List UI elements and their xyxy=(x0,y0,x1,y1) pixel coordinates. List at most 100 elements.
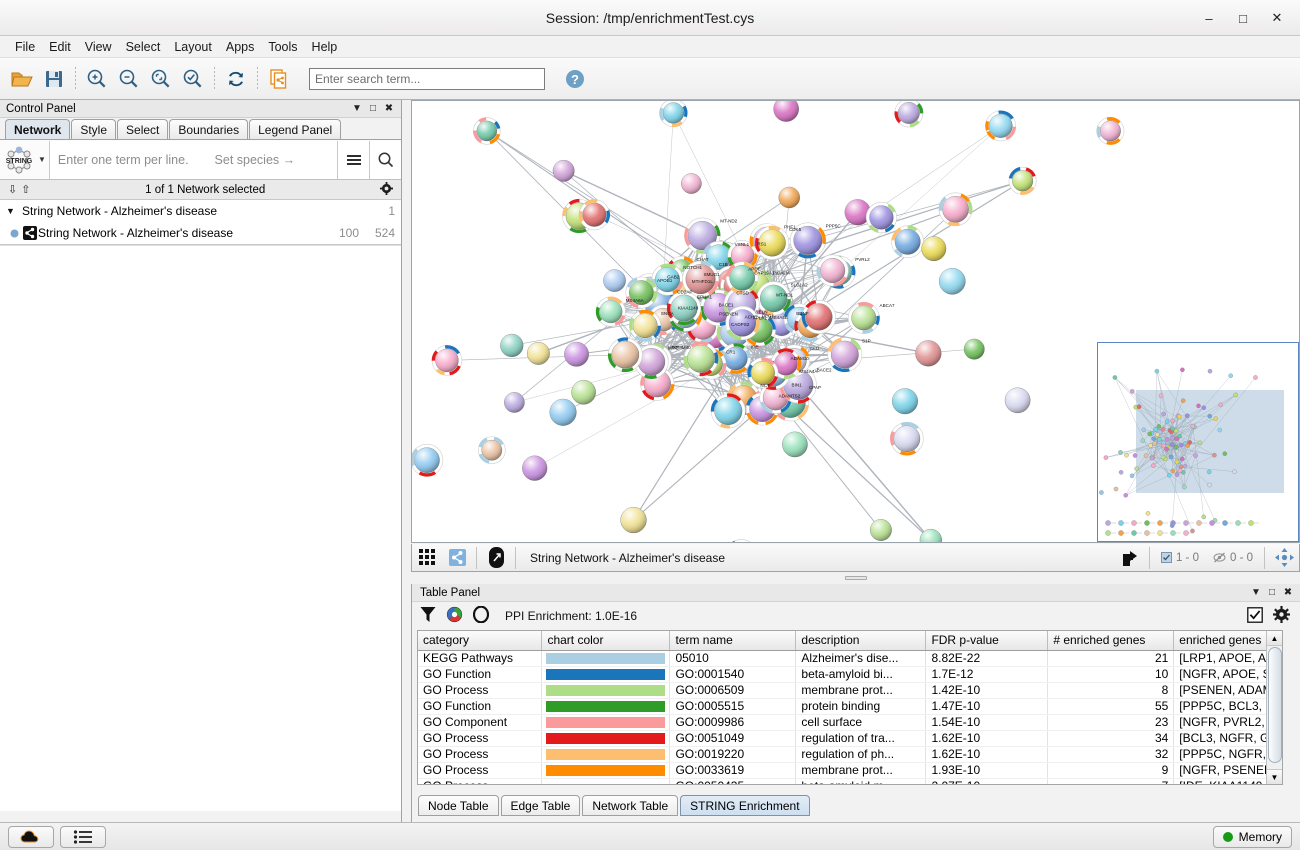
hamburger-icon[interactable] xyxy=(337,140,369,179)
close-button[interactable]: ✕ xyxy=(1271,10,1283,25)
string-logo-icon[interactable]: STRING xyxy=(0,142,38,178)
column-header-fdr-pvalue[interactable]: FDR p-value xyxy=(925,631,1049,651)
close-panel-icon[interactable]: ✖ xyxy=(384,103,394,114)
column-header-category[interactable]: category xyxy=(418,631,543,651)
tab-select[interactable]: Select xyxy=(117,119,169,139)
chart-colors-icon[interactable] xyxy=(446,606,463,626)
zoom-in-icon[interactable] xyxy=(81,63,113,95)
table-row[interactable]: GO Process GO:0051049 regulation of tra...… xyxy=(418,730,1282,747)
set-species-link[interactable]: Set species → xyxy=(214,152,296,167)
table-row[interactable]: GO Function GO:0001540 beta-amyloid bi... 1… xyxy=(418,666,1282,683)
column-header-description[interactable]: description xyxy=(795,631,927,651)
table-row[interactable]: GO Process GO:0006509 membrane prot... 1.42… xyxy=(418,682,1282,699)
scrollbar-thumb[interactable] xyxy=(1268,647,1282,763)
share-export-icon[interactable] xyxy=(1115,545,1145,571)
menu-apps[interactable]: Apps xyxy=(225,39,255,54)
open-folder-icon[interactable] xyxy=(6,63,38,95)
menu-edit[interactable]: Edit xyxy=(49,39,71,54)
search-icon[interactable] xyxy=(369,140,401,179)
string-dropdown-caret-icon[interactable]: ▼ xyxy=(38,155,46,164)
minimize-button[interactable]: – xyxy=(1205,10,1213,26)
float-panel-icon[interactable]: □ xyxy=(1268,587,1276,598)
memory-label: Memory xyxy=(1238,829,1282,844)
network-item-label: String Network - Alzheimer's disease xyxy=(38,226,234,240)
tab-edge-table[interactable]: Edge Table xyxy=(500,795,581,816)
export-network-icon[interactable] xyxy=(263,63,295,95)
task-list-icon[interactable] xyxy=(60,825,106,848)
gear-icon[interactable] xyxy=(378,181,395,198)
gear-icon[interactable] xyxy=(1273,606,1290,626)
scroll-up-icon[interactable]: ▲ xyxy=(1267,631,1282,646)
chevron-down-icon[interactable]: ▼ xyxy=(1251,587,1261,598)
column-header-enriched-genes[interactable]: enriched genes xyxy=(1173,631,1282,651)
filter-icon[interactable] xyxy=(420,606,436,626)
birds-eye-view[interactable] xyxy=(1097,342,1299,542)
chevron-down-icon[interactable]: ▼ xyxy=(352,103,362,114)
horizontal-splitter[interactable] xyxy=(411,572,1300,584)
zoom-fit-icon[interactable] xyxy=(145,63,177,95)
svg-text:S1P: S1P xyxy=(862,338,871,343)
zoom-selected-icon[interactable] xyxy=(177,63,209,95)
menu-file[interactable]: File xyxy=(15,39,36,54)
svg-text:NOTCH1: NOTCH1 xyxy=(683,265,702,270)
network-canvas[interactable]: MT-ND2 MT-ND1 VSNL1 GAB2 RS1 ABCA7 CHAT ACHE NCT… xyxy=(412,101,1299,543)
float-panel-icon[interactable]: □ xyxy=(369,103,377,114)
help-icon[interactable]: ? xyxy=(559,63,591,95)
maximize-button[interactable]: □ xyxy=(1239,10,1247,26)
hidden-nodes-indicator[interactable]: 0 - 0 xyxy=(1206,552,1260,564)
menu-tools[interactable]: Tools xyxy=(268,39,298,54)
grid-view-icon[interactable] xyxy=(412,545,442,571)
refresh-icon[interactable] xyxy=(220,63,252,95)
tab-node-table[interactable]: Node Table xyxy=(418,795,499,816)
table-row[interactable]: GO Process GO:0033619 membrane prot... 1.93… xyxy=(418,762,1282,779)
memory-indicator[interactable]: Memory xyxy=(1212,825,1292,848)
menu-select[interactable]: Select xyxy=(125,39,161,54)
tab-style[interactable]: Style xyxy=(71,119,117,139)
table-vertical-scrollbar[interactable]: ▲ ▼ xyxy=(1266,631,1282,784)
table-row[interactable]: GO Process GO:0050435beta-amyloid m...2.0… xyxy=(418,778,1282,784)
column-header-enriched-count[interactable]: # enriched genes xyxy=(1047,631,1175,651)
enrichment-table-wrapper[interactable]: category chart color term name descripti… xyxy=(417,630,1283,785)
tab-legend-panel[interactable]: Legend Panel xyxy=(249,119,342,139)
search-input[interactable]: Enter search term... xyxy=(309,67,545,90)
menu-view[interactable]: View xyxy=(84,39,112,54)
tab-network-table[interactable]: Network Table xyxy=(582,795,679,816)
tab-network[interactable]: Network xyxy=(5,119,71,139)
collapse-all-icon[interactable]: ⇩ xyxy=(8,184,18,196)
network-tree-item[interactable]: String Network - Alzheimer's disease 100… xyxy=(0,222,401,244)
network-item-nodes: 100 xyxy=(338,226,359,240)
network-view[interactable]: MT-ND2 MT-ND1 VSNL1 GAB2 RS1 ABCA7 CHAT ACHE NCT… xyxy=(411,100,1300,543)
tab-boundaries[interactable]: Boundaries xyxy=(169,119,249,139)
hidden-eye-icon xyxy=(1213,552,1226,563)
menu-layout[interactable]: Layout xyxy=(174,39,212,54)
table-row[interactable]: GO Component GO:0009986 cell surface 1.54E-… xyxy=(418,714,1282,731)
control-panel-header: Control Panel ▼ □ ✖ xyxy=(0,100,401,118)
svg-text:BACE1: BACE1 xyxy=(719,303,734,308)
cloud-icon[interactable] xyxy=(8,825,54,848)
navigate-icon[interactable] xyxy=(1269,545,1299,571)
menu-help[interactable]: Help xyxy=(311,39,338,54)
network-tree-root[interactable]: ▼ String Network - Alzheimer's disease 1 xyxy=(0,200,401,222)
zoom-out-icon[interactable] xyxy=(113,63,145,95)
close-panel-icon[interactable]: ✖ xyxy=(1283,587,1293,598)
svg-text:CD2AP: CD2AP xyxy=(677,289,692,294)
donut-chart-icon[interactable] xyxy=(472,605,490,626)
vertical-splitter[interactable] xyxy=(402,100,411,822)
scroll-down-icon[interactable]: ▼ xyxy=(1267,769,1282,784)
svg-text:APOB1: APOB1 xyxy=(657,278,673,283)
select-all-checkbox-icon[interactable] xyxy=(1247,606,1263,626)
cell-term-name: 05010 xyxy=(669,650,797,667)
tab-string-enrichment[interactable]: STRING Enrichment xyxy=(680,795,810,816)
expand-all-icon[interactable]: ⇧ xyxy=(21,184,31,196)
string-network-icon[interactable] xyxy=(442,545,472,571)
table-row[interactable]: GO Process GO:0019220 regulation of ph... 1… xyxy=(418,746,1282,763)
table-row[interactable]: GO Function GO:0005515 protein binding 1.47… xyxy=(418,698,1282,715)
expand-triangle-icon[interactable]: ▼ xyxy=(6,206,15,216)
column-header-chart-color[interactable]: chart color xyxy=(541,631,671,651)
annotation-icon[interactable] xyxy=(481,545,511,571)
table-row[interactable]: KEGG Pathways 05010 Alzheimer's dise... 8.8… xyxy=(418,650,1282,667)
selected-nodes-indicator[interactable]: 1 - 0 xyxy=(1154,552,1206,564)
column-header-term-name[interactable]: term name xyxy=(669,631,797,651)
save-icon[interactable] xyxy=(38,63,70,95)
string-term-input[interactable]: Enter one term per line. Set species → xyxy=(48,140,337,179)
